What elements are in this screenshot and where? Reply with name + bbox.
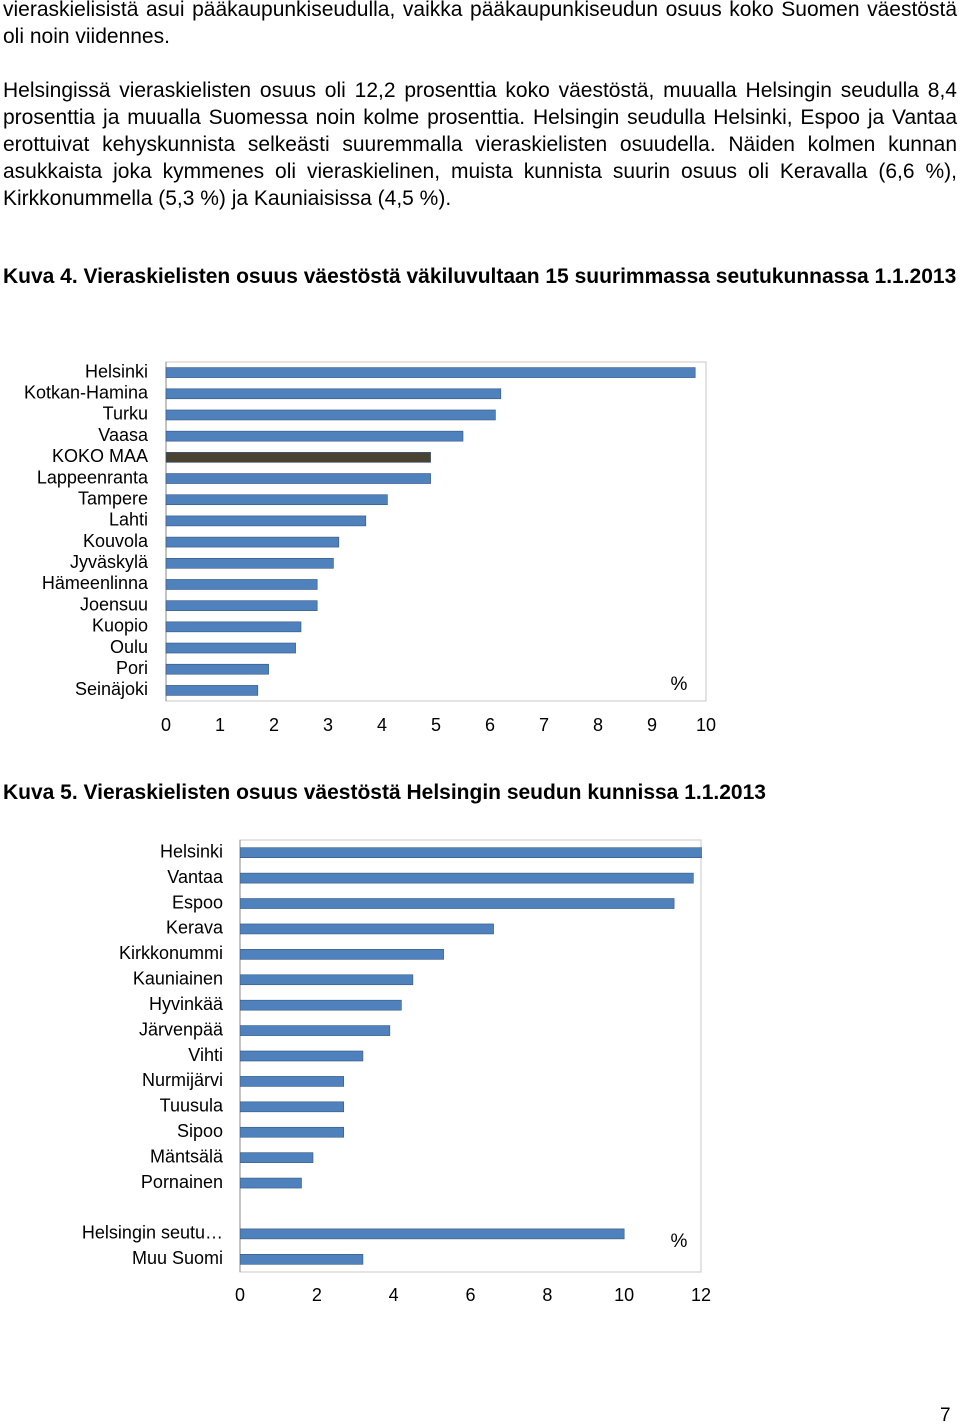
bar	[165, 579, 318, 590]
bar	[165, 452, 431, 463]
category-label: Sipoo	[177, 1121, 223, 1141]
category-label: Vantaa	[167, 867, 224, 887]
bar	[165, 494, 388, 506]
bar	[240, 1228, 625, 1240]
category-label: Kauniainen	[133, 969, 223, 989]
category-label: Espoo	[172, 892, 223, 912]
bar	[240, 1253, 364, 1265]
bar	[240, 974, 414, 986]
bar	[165, 642, 296, 654]
bar	[165, 685, 259, 696]
category-label: Kotkan-Hamina	[24, 383, 149, 403]
category-label: Pornainen	[141, 1172, 223, 1192]
page-number: 7	[940, 1405, 951, 1426]
bar	[240, 872, 694, 884]
bar	[240, 1025, 391, 1036]
bar	[240, 1177, 302, 1189]
category-label: Helsinki	[160, 841, 223, 861]
category-label: Vihti	[188, 1045, 223, 1065]
x-tick-label: 10	[614, 1285, 634, 1305]
category-label: Turku	[103, 404, 148, 424]
category-label: Kuopio	[92, 616, 148, 636]
bar	[165, 621, 302, 633]
paragraph: vieraskielisistä asui pääkaupunkiseudull…	[3, 0, 957, 48]
category-label: Lappeenranta	[37, 467, 149, 487]
bar	[240, 1076, 345, 1087]
bar	[165, 473, 431, 484]
category-label: Kouvola	[83, 531, 149, 551]
bar	[240, 847, 702, 859]
bar	[165, 515, 367, 527]
category-label: Helsingin seutu…	[82, 1223, 223, 1243]
category-label: Kirkkonummi	[119, 943, 223, 963]
category-label: Seinäjoki	[75, 679, 148, 699]
x-tick-label: 8	[593, 715, 603, 735]
bar	[240, 949, 444, 960]
x-tick-label: 12	[691, 1285, 711, 1305]
paragraph: Helsingissä vieraskielisten osuus oli 12…	[3, 79, 957, 210]
bar	[165, 663, 269, 675]
bar	[165, 430, 464, 442]
axis-unit-label: %	[671, 674, 688, 695]
x-tick-label: 7	[539, 715, 549, 735]
category-label: Lahti	[109, 510, 148, 530]
x-tick-label: 8	[542, 1285, 552, 1305]
x-tick-label: 2	[312, 1285, 322, 1305]
category-label: Joensuu	[80, 594, 148, 614]
category-label: Muu Suomi	[132, 1248, 223, 1268]
bar	[165, 409, 496, 421]
x-tick-label: 4	[389, 1285, 399, 1305]
bar	[240, 1126, 345, 1138]
bar	[165, 536, 340, 548]
x-tick-label: 6	[465, 1285, 475, 1305]
x-tick-label: 5	[431, 715, 441, 735]
axis-unit-label: %	[671, 1231, 688, 1252]
bar	[165, 388, 502, 400]
x-tick-label: 1	[215, 715, 225, 735]
bar	[240, 999, 402, 1011]
x-tick-label: 9	[647, 715, 657, 735]
category-label: Järvenpää	[139, 1019, 224, 1039]
bar	[240, 1101, 345, 1113]
bar	[240, 923, 494, 935]
x-tick-label: 0	[235, 1285, 245, 1305]
category-label: Tuusula	[160, 1096, 224, 1116]
bar	[165, 557, 334, 569]
category-label: KOKO MAA	[52, 446, 148, 466]
category-label: Jyväskylä	[70, 552, 149, 572]
category-label: Hyvinkää	[149, 994, 224, 1014]
category-label: Kerava	[166, 918, 224, 938]
category-label: Mäntsälä	[150, 1146, 224, 1166]
category-label: Helsinki	[85, 361, 148, 381]
bar	[240, 1050, 364, 1062]
category-label: Nurmijärvi	[142, 1070, 223, 1090]
category-label: Oulu	[110, 637, 148, 657]
x-tick-label: 2	[269, 715, 279, 735]
figure-caption: Kuva 5. Vieraskielisten osuus väestöstä …	[3, 781, 766, 804]
x-tick-label: 0	[161, 715, 171, 735]
x-tick-label: 6	[485, 715, 495, 735]
bar	[240, 898, 675, 909]
category-label: Hämeenlinna	[42, 573, 149, 593]
category-label: Pori	[116, 658, 148, 678]
x-tick-label: 4	[377, 715, 387, 735]
bar	[165, 367, 696, 378]
figure-caption: Kuva 4. Vieraskielisten osuus väestöstä …	[3, 265, 957, 288]
category-label: Vaasa	[98, 425, 149, 445]
x-tick-label: 10	[696, 715, 716, 735]
x-tick-label: 3	[323, 715, 333, 735]
bars	[240, 847, 702, 1265]
bar	[240, 1152, 314, 1163]
bar	[165, 600, 318, 611]
category-label: Tampere	[78, 488, 148, 508]
bars	[165, 367, 696, 696]
